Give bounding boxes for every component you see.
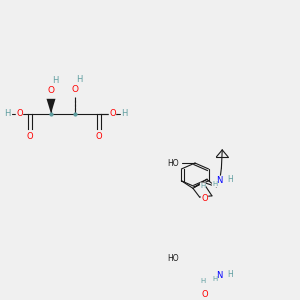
Text: N: N	[217, 176, 223, 185]
Text: O: O	[71, 85, 79, 94]
Text: H: H	[227, 175, 233, 184]
Text: O: O	[201, 290, 208, 299]
Text: N: N	[217, 272, 223, 280]
Text: H: H	[52, 76, 59, 85]
Text: H: H	[4, 109, 11, 118]
Text: H: H	[227, 270, 233, 279]
Text: HO: HO	[167, 254, 178, 263]
Text: O: O	[16, 109, 23, 118]
Polygon shape	[46, 99, 56, 114]
Text: O: O	[47, 86, 55, 95]
Text: O: O	[27, 132, 33, 141]
Text: H: H	[212, 181, 218, 187]
Text: H: H	[121, 109, 128, 118]
Text: O: O	[201, 194, 208, 203]
Text: H: H	[200, 183, 206, 189]
Text: O: O	[109, 109, 116, 118]
Text: H: H	[212, 276, 218, 282]
Text: HO: HO	[167, 158, 178, 167]
Text: O: O	[96, 132, 102, 141]
Text: H: H	[76, 76, 83, 85]
Text: H: H	[200, 278, 206, 284]
